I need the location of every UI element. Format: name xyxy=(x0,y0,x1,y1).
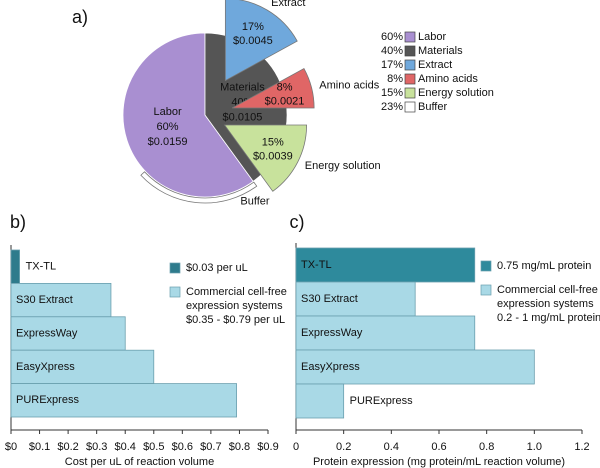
category-label: PURExpress xyxy=(16,394,79,406)
category-label: EasyXpress xyxy=(301,361,360,373)
category-label: S30 Extract xyxy=(16,294,73,306)
pie-sub-band xyxy=(140,171,258,204)
legend-percent: 23% xyxy=(381,101,403,113)
pie-sub-slice xyxy=(231,67,315,109)
slice-cost: $0.0159 xyxy=(148,136,188,148)
x-tick-label: $0.4 xyxy=(115,441,136,453)
slice-cost: $0.0105 xyxy=(223,112,263,124)
panel-label: b) xyxy=(10,212,26,232)
legend-swatch xyxy=(404,45,416,57)
pie-slice xyxy=(122,32,254,198)
slice-percent: 8% xyxy=(277,81,293,93)
legend-swatch xyxy=(404,59,416,71)
x-tick-label: 1.2 xyxy=(574,441,589,453)
category-label: EasyXpress xyxy=(16,361,75,373)
x-tick-label: $0 xyxy=(5,441,17,453)
legend-label: Materials xyxy=(418,45,463,57)
legend-label: $0.35 - $0.79 per uL xyxy=(186,314,285,326)
x-tick-label: 0 xyxy=(293,441,299,453)
slice-name: Labor xyxy=(153,106,181,118)
x-tick-label: $0.3 xyxy=(86,441,107,453)
slice-cost: $0.0045 xyxy=(233,35,273,47)
slice-percent: 17% xyxy=(242,21,264,33)
category-label: PURExpress xyxy=(350,395,413,407)
x-tick-label: $0.6 xyxy=(172,441,193,453)
bar xyxy=(10,383,237,418)
legend-swatch xyxy=(480,260,492,272)
x-tick-label: $0.5 xyxy=(143,441,164,453)
legend-label: Labor xyxy=(418,31,446,43)
legend-label: Energy solution xyxy=(418,87,494,99)
legend-percent: 17% xyxy=(381,59,403,71)
x-tick-label: 0.8 xyxy=(479,441,494,453)
slice-name: Extract xyxy=(271,0,305,9)
x-tick-label: 0.2 xyxy=(336,441,351,453)
bar xyxy=(295,281,416,317)
legend-percent: 8% xyxy=(387,73,403,85)
category-label: TX-TL xyxy=(301,259,332,271)
slice-percent: 15% xyxy=(262,136,284,148)
legend-percent: 40% xyxy=(381,45,403,57)
pie-sub-slice xyxy=(223,124,308,192)
legend-swatch xyxy=(169,262,181,274)
x-tick-label: $0.8 xyxy=(229,441,250,453)
slice-name: Amino acids xyxy=(319,80,379,92)
x-axis-label: Cost per uL of reaction volume xyxy=(65,456,214,468)
legend-swatch xyxy=(404,73,416,85)
legend-label: expression systems xyxy=(186,300,283,312)
slice-cost: $0.0021 xyxy=(265,95,305,107)
panel-label: c) xyxy=(290,212,305,232)
x-tick-label: 0.6 xyxy=(431,441,446,453)
category-label: S30 Extract xyxy=(301,293,358,305)
legend-swatch xyxy=(404,101,416,113)
legend-label: Commercial cell-free xyxy=(186,286,287,298)
bar xyxy=(10,349,155,385)
bar xyxy=(295,315,476,351)
legend-label: Amino acids xyxy=(418,73,478,85)
category-label: ExpressWay xyxy=(301,327,363,339)
x-tick-label: 0.4 xyxy=(384,441,399,453)
slice-cost: $0.0039 xyxy=(253,150,293,162)
legend-swatch xyxy=(404,31,416,43)
legend-percent: 60% xyxy=(381,31,403,43)
pie-sub-slice xyxy=(224,0,298,82)
x-tick-label: 1.0 xyxy=(527,441,542,453)
bar xyxy=(295,383,345,419)
legend-percent: 15% xyxy=(381,87,403,99)
bar xyxy=(295,349,535,385)
legend-swatch xyxy=(480,284,492,296)
panel-label: a) xyxy=(72,7,88,27)
bar xyxy=(10,249,20,284)
slice-percent: 60% xyxy=(157,121,179,133)
slice-name: Energy solution xyxy=(305,160,381,172)
legend-label: expression systems xyxy=(497,298,594,310)
legend-swatch xyxy=(169,286,181,298)
x-tick-label: $0.1 xyxy=(29,441,50,453)
category-label: TX-TL xyxy=(26,261,57,273)
legend-label: 0.75 mg/mL protein xyxy=(497,260,591,272)
legend-label: 0.2 - 1 mg/mL protein xyxy=(497,312,600,324)
legend-swatch xyxy=(404,87,416,99)
x-axis-label: Protein expression (mg protein/mL reacti… xyxy=(313,456,565,468)
legend-label: $0.03 per uL xyxy=(186,262,248,274)
slice-name: Buffer xyxy=(240,196,269,208)
x-tick-label: $0.7 xyxy=(200,441,221,453)
bar xyxy=(295,247,476,283)
x-tick-label: $0.9 xyxy=(257,441,278,453)
legend-label: Extract xyxy=(418,59,452,71)
bar xyxy=(10,282,112,318)
category-label: ExpressWay xyxy=(16,327,78,339)
legend-label: Buffer xyxy=(418,101,447,113)
slice-name: Materials xyxy=(220,82,265,94)
bar xyxy=(10,316,126,351)
legend-label: Commercial cell-free xyxy=(497,284,598,296)
x-tick-label: $0.2 xyxy=(57,441,78,453)
